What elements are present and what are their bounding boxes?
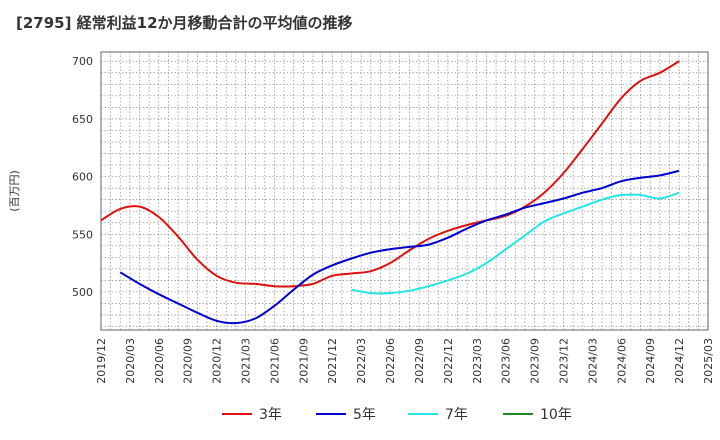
x-tick-label: 2021/09 (297, 338, 310, 384)
x-tick-label: 2025/03 (702, 338, 715, 384)
x-tick-label: 2021/12 (326, 338, 339, 384)
x-tick-label: 2023/12 (557, 338, 570, 384)
y-tick-label: 550 (72, 228, 93, 241)
x-tick-label: 2024/06 (615, 338, 628, 384)
x-tick-label: 2020/06 (153, 338, 166, 384)
x-tick-label: 2024/03 (586, 338, 599, 384)
x-tick-label: 2020/12 (211, 338, 224, 384)
chart-title: [2795] 経常利益12か月移動合計の平均値の推移 (16, 14, 353, 32)
x-axis: 2019/12 2020/03 2020/06 2020/09 2020/12 2021/… (95, 338, 715, 384)
x-tick-label: 2020/09 (182, 338, 195, 384)
grid (101, 52, 708, 330)
x-tick-label: 2020/03 (124, 338, 137, 384)
legend-label: 5年 (353, 407, 376, 423)
series-line-7年 (351, 191, 680, 295)
x-tick-label: 2023/09 (529, 338, 542, 384)
y-tick-label: 500 (72, 286, 93, 299)
x-tick-label: 2022/09 (413, 338, 426, 384)
x-tick-label: 2022/12 (442, 338, 455, 384)
y-axis-label: (百万円) (8, 170, 21, 212)
legend-label: 10年 (540, 407, 572, 423)
x-tick-label: 2023/06 (500, 338, 513, 384)
y-axis: 500 550 600 650 700 (72, 55, 93, 299)
x-tick-label: 2019/12 (95, 338, 108, 384)
y-tick-label: 600 (72, 171, 93, 184)
series-layer (100, 60, 680, 325)
x-tick-label: 2021/03 (240, 338, 253, 384)
legend: 3年 5年 7年 10年 (222, 407, 572, 423)
x-tick-label: 2022/03 (355, 338, 368, 384)
series-line-5年 (119, 169, 680, 325)
x-tick-label: 2022/06 (384, 338, 397, 384)
x-tick-label: 2024/12 (673, 338, 686, 384)
legend-label: 3年 (259, 407, 282, 423)
x-tick-label: 2024/09 (644, 338, 657, 384)
y-tick-label: 700 (72, 55, 93, 68)
x-tick-label: 2021/06 (268, 338, 281, 384)
x-tick-label: 2023/03 (471, 338, 484, 384)
series-line-3年 (100, 60, 680, 288)
plot-area (100, 51, 709, 331)
legend-label: 7年 (445, 407, 468, 423)
y-tick-label: 650 (72, 113, 93, 126)
